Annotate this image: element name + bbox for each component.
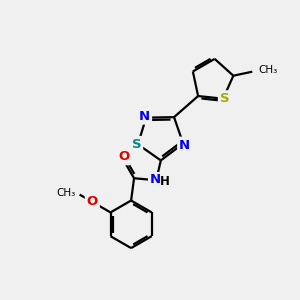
- Text: S: S: [132, 138, 141, 151]
- Text: N: N: [179, 139, 190, 152]
- Text: CH₃: CH₃: [259, 65, 278, 75]
- Text: H: H: [160, 175, 170, 188]
- Text: S: S: [220, 92, 230, 105]
- Text: O: O: [118, 150, 129, 163]
- Text: CH₃: CH₃: [56, 188, 75, 198]
- Text: N: N: [139, 110, 150, 123]
- Text: O: O: [87, 195, 98, 208]
- Text: N: N: [149, 173, 161, 186]
